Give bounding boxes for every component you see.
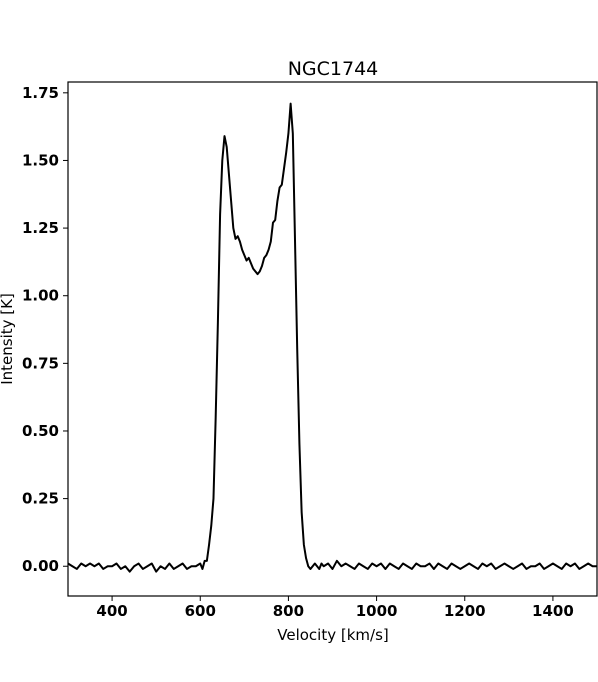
y-tick-label: 1.25 <box>22 219 59 237</box>
y-tick-label: 0.25 <box>22 490 59 508</box>
y-tick-label: 0.00 <box>22 557 59 575</box>
x-axis-title: Velocity [km/s] <box>277 626 388 644</box>
spectrum-line-0 <box>68 102 597 573</box>
x-tick-label: 600 <box>185 602 216 620</box>
x-tick-label: 800 <box>273 602 304 620</box>
plot-area <box>68 102 597 573</box>
x-tick-label: 400 <box>96 602 127 620</box>
y-axis-title: Intensity [K] <box>0 293 16 385</box>
x-tick-label: 1400 <box>532 602 574 620</box>
y-tick-label: 1.75 <box>22 84 59 102</box>
plot-frame <box>67 81 598 597</box>
y-tick-label: 0.50 <box>22 422 59 440</box>
y-axis: 0.00 0.25 0.50 0.75 1.00 1.25 1.50 1.75 <box>22 84 68 575</box>
chart-title: NGC1744 <box>288 58 379 80</box>
y-tick-label: 1.50 <box>22 151 59 169</box>
x-axis: 400 600 800 1000 1200 1400 <box>96 596 574 620</box>
y-tick-label: 1.00 <box>22 287 59 305</box>
x-tick-label: 1000 <box>356 602 398 620</box>
x-tick-label: 1200 <box>444 602 486 620</box>
y-tick-label: 0.75 <box>22 354 59 372</box>
